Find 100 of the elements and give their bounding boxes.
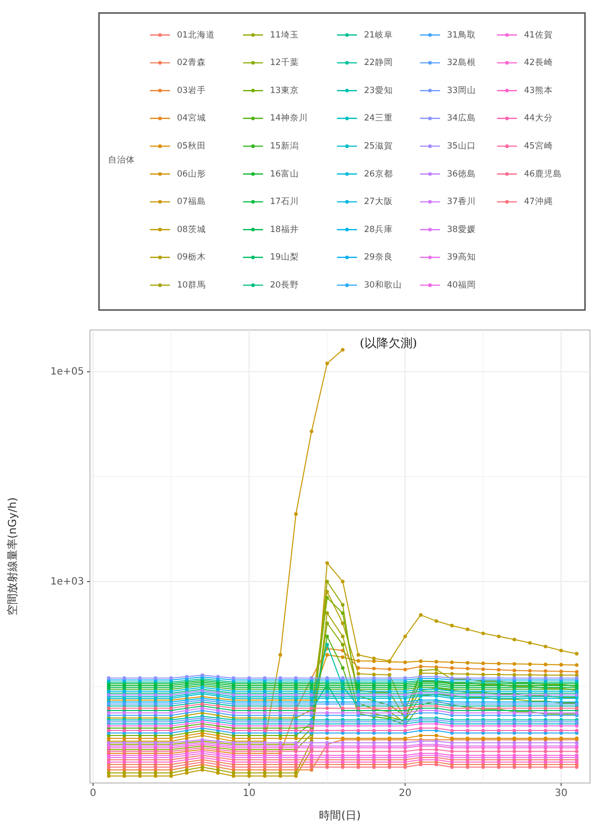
point xyxy=(544,765,548,769)
legend-label: 39高知 xyxy=(447,252,476,263)
point xyxy=(512,760,516,764)
point xyxy=(232,711,236,715)
point xyxy=(325,711,329,715)
point xyxy=(544,728,548,732)
point xyxy=(434,758,438,762)
y-tick-label: 1e+03 xyxy=(50,576,84,588)
point xyxy=(403,728,407,732)
y-axis-title: 空間放射線量率(nGy/h) xyxy=(6,497,19,616)
legend-label: 22静岡 xyxy=(364,57,393,68)
point xyxy=(340,750,345,754)
legend-label: 34広島 xyxy=(447,112,476,124)
point xyxy=(356,741,360,745)
point xyxy=(466,741,470,745)
point xyxy=(466,628,470,632)
legend-label: 02青森 xyxy=(177,57,206,68)
point xyxy=(388,760,392,764)
point xyxy=(496,634,501,638)
point xyxy=(106,728,111,732)
legend-label: 04宮城 xyxy=(177,112,206,124)
point xyxy=(278,760,282,764)
legend-label: 41佐賀 xyxy=(524,29,553,40)
point xyxy=(325,611,329,615)
point xyxy=(154,771,158,775)
point xyxy=(574,652,579,656)
point xyxy=(294,711,298,715)
point xyxy=(372,750,376,754)
point xyxy=(122,765,126,769)
point xyxy=(247,765,251,769)
annotation: (以降欠測) xyxy=(360,336,418,350)
point xyxy=(169,728,173,732)
point xyxy=(512,728,516,732)
point xyxy=(388,765,392,769)
point xyxy=(340,580,345,584)
legend-label: 03岩手 xyxy=(177,84,206,96)
point xyxy=(481,662,485,666)
point xyxy=(372,765,376,769)
legend-label: 19山梨 xyxy=(270,252,299,263)
point xyxy=(247,771,251,775)
point xyxy=(340,728,345,732)
point xyxy=(216,708,220,712)
point xyxy=(450,728,454,732)
x-axis-title: 時間(日) xyxy=(319,809,361,822)
legend-label: 20長野 xyxy=(270,280,299,291)
legend-label: 37香川 xyxy=(447,196,476,208)
point xyxy=(466,728,470,732)
legend-label: 35山口 xyxy=(447,140,476,152)
point xyxy=(138,728,142,732)
point xyxy=(247,728,251,732)
point xyxy=(262,711,267,715)
point xyxy=(372,656,376,660)
point xyxy=(278,653,282,657)
point xyxy=(512,673,516,677)
x-tick-label: 20 xyxy=(398,788,412,799)
legend-label: 17石川 xyxy=(270,196,299,208)
point xyxy=(294,765,298,769)
legend-label: 43熊本 xyxy=(524,84,553,96)
point xyxy=(388,741,392,745)
point xyxy=(512,638,516,642)
point xyxy=(481,728,485,732)
point xyxy=(481,711,485,715)
point xyxy=(138,711,142,715)
legend-label: 23愛知 xyxy=(364,84,393,96)
point xyxy=(372,760,376,764)
point xyxy=(340,655,345,659)
legend-label: 11埼玉 xyxy=(270,29,299,40)
point xyxy=(325,642,329,646)
point xyxy=(325,765,329,769)
point xyxy=(434,619,438,623)
point xyxy=(325,750,329,754)
point xyxy=(216,771,220,775)
legend-label: 16富山 xyxy=(270,168,299,180)
point xyxy=(434,668,438,672)
point xyxy=(138,774,142,778)
point xyxy=(154,774,158,778)
legend-label: 05秋田 xyxy=(177,140,206,152)
point xyxy=(122,711,126,715)
point xyxy=(418,734,423,738)
point xyxy=(434,762,438,766)
point xyxy=(216,758,220,762)
point xyxy=(325,760,329,764)
point xyxy=(418,708,423,712)
point xyxy=(403,750,407,754)
point xyxy=(450,741,454,745)
point xyxy=(450,624,454,628)
point xyxy=(418,659,423,663)
point xyxy=(106,760,111,764)
point xyxy=(340,634,345,638)
point xyxy=(138,760,142,764)
point xyxy=(450,760,454,764)
legend-label: 10群馬 xyxy=(177,280,206,291)
point xyxy=(434,660,438,664)
point xyxy=(340,666,345,670)
point xyxy=(340,602,345,607)
point xyxy=(434,748,438,752)
legend-label: 21岐阜 xyxy=(364,29,393,40)
point xyxy=(294,774,298,778)
point xyxy=(574,670,579,674)
point xyxy=(310,711,314,715)
